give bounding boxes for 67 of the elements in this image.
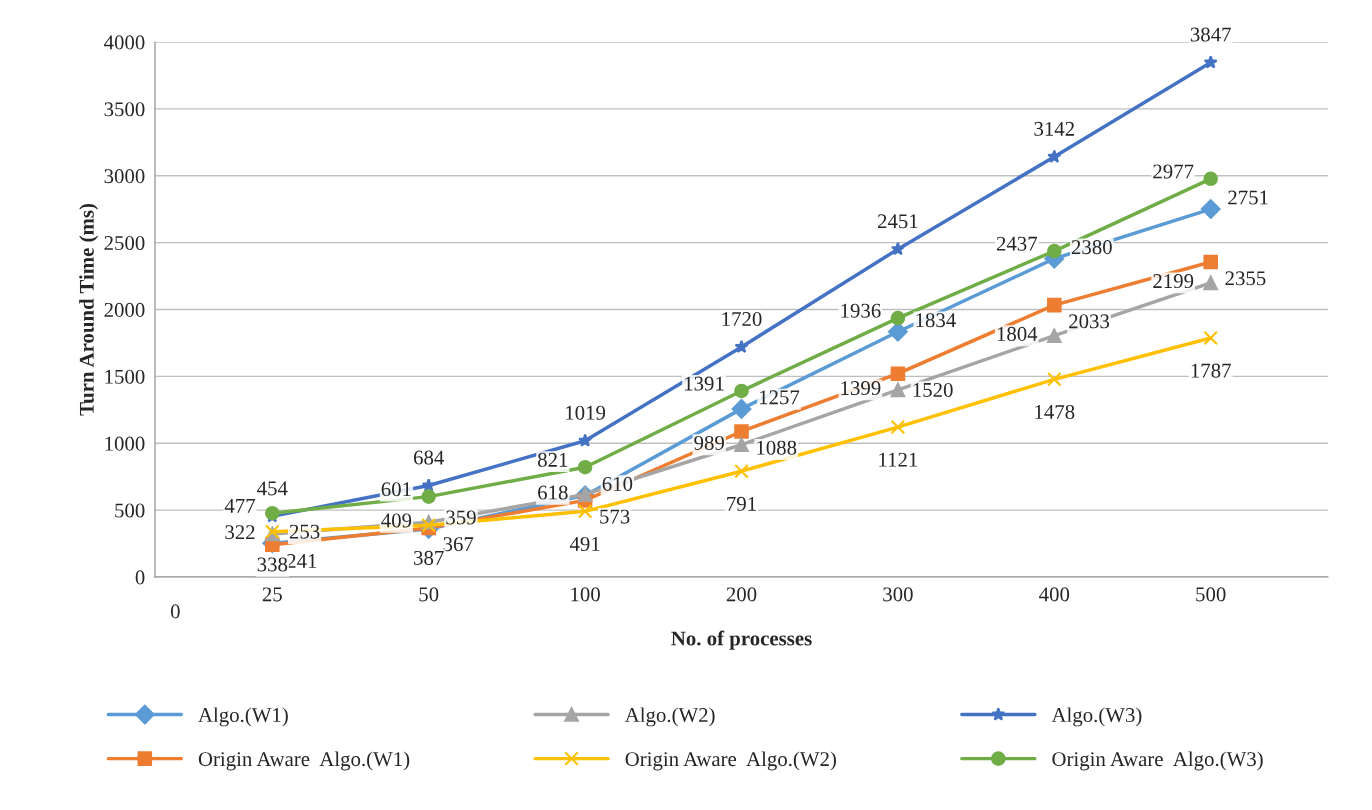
data-label: 477 xyxy=(224,498,256,513)
data-label: 2437 xyxy=(996,236,1038,251)
data-label: 573 xyxy=(600,509,630,524)
x-tick-label: 200 xyxy=(726,587,757,602)
y-tick-label: 4000 xyxy=(104,35,145,50)
legend-label: Algo.(W2) xyxy=(624,707,715,727)
data-label: 1257 xyxy=(760,390,800,405)
data-label: 1787 xyxy=(1191,363,1231,378)
legend-label: Algo.(W1) xyxy=(198,707,288,727)
data-label: 2977 xyxy=(1153,164,1194,179)
data-label: 3847 xyxy=(1190,27,1231,42)
data-label: 2751 xyxy=(1228,190,1268,205)
x-tick-label: 50 xyxy=(419,587,439,602)
data-label: 2380 xyxy=(1071,240,1112,255)
data-label: 387 xyxy=(414,550,444,565)
y-tick-label: 1500 xyxy=(105,369,145,384)
y-tick-label: 0 xyxy=(135,570,145,585)
data-label: 989 xyxy=(694,435,724,450)
data-label: 253 xyxy=(289,524,320,539)
y-axis-title: Turn Around Time (ms) xyxy=(79,203,99,416)
data-label: 1936 xyxy=(841,303,881,318)
text: 0 xyxy=(170,604,180,619)
data-label: 2033 xyxy=(1069,314,1110,329)
x-tick-label: 400 xyxy=(1039,587,1070,602)
y-tick-label: 2000 xyxy=(104,302,145,317)
data-label: 610 xyxy=(602,476,633,491)
data-label: 1399 xyxy=(841,381,881,396)
data-label: 1804 xyxy=(997,326,1038,341)
data-label: 491 xyxy=(569,536,600,551)
data-label: 367 xyxy=(443,537,474,552)
data-label: 3142 xyxy=(1034,121,1074,136)
legend-label: Origin Aware Algo.(W3) xyxy=(1052,751,1263,771)
data-label: 1391 xyxy=(685,376,724,391)
data-label: 409 xyxy=(381,513,412,528)
data-label: 1834 xyxy=(916,313,956,328)
y-tick-label: 3000 xyxy=(104,169,145,184)
x-tick-label: 300 xyxy=(883,587,913,602)
legend-label: Origin Aware Algo.(W1) xyxy=(198,751,410,771)
data-label: 1720 xyxy=(722,311,762,327)
data-label: 1121 xyxy=(879,452,918,467)
x-tick-label: 500 xyxy=(1196,587,1226,602)
y-tick-label: 2500 xyxy=(104,236,145,251)
data-label: 791 xyxy=(727,496,756,511)
data-label: 338 xyxy=(257,557,288,572)
data-label: 359 xyxy=(446,510,476,525)
x-axis-title: No. of processes xyxy=(671,630,812,650)
data-label: 821 xyxy=(537,452,568,467)
data-label: 1478 xyxy=(1035,404,1075,419)
y-tick-label: 3500 xyxy=(104,102,145,117)
data-label: 1019 xyxy=(566,405,606,420)
data-label: 2355 xyxy=(1225,271,1266,286)
x-tick-label: 100 xyxy=(571,587,600,602)
data-label: 2451 xyxy=(877,214,918,229)
data-label: 1520 xyxy=(913,382,953,397)
data-label: 601 xyxy=(381,482,411,497)
y-tick-label: 1000 xyxy=(105,436,145,451)
data-label: 1088 xyxy=(757,440,797,455)
legend-label: Algo.(W3) xyxy=(1051,707,1142,727)
legend-label: Origin Aware Algo.(W2) xyxy=(625,751,836,771)
data-label: 618 xyxy=(538,485,568,500)
x-tick-label: 25 xyxy=(262,587,282,602)
data-label: 2199 xyxy=(1153,274,1194,289)
data-label: 241 xyxy=(287,554,317,568)
data-label: 322 xyxy=(225,525,255,540)
y-tick-label: 500 xyxy=(115,503,145,518)
data-label: 684 xyxy=(413,450,444,465)
data-label: 454 xyxy=(257,481,288,496)
